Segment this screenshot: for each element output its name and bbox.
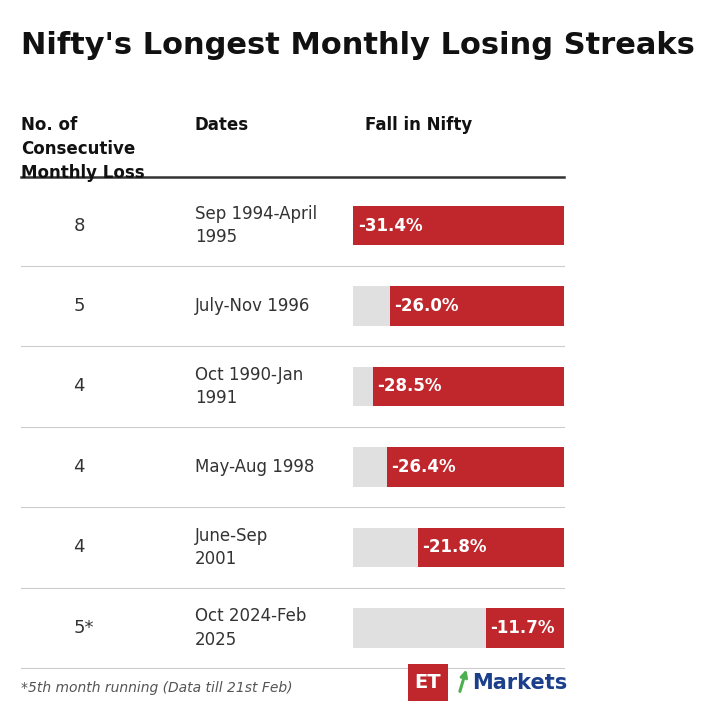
Text: Markets: Markets	[472, 672, 567, 693]
Text: 8: 8	[73, 217, 85, 235]
Text: Oct 2024-Feb
2025: Oct 2024-Feb 2025	[195, 607, 306, 648]
Bar	[408, 664, 447, 702]
Text: 5*: 5*	[73, 619, 94, 637]
Text: *5th month running (Data till 21st Feb): *5th month running (Data till 21st Feb)	[22, 681, 293, 695]
Text: Dates: Dates	[195, 116, 249, 134]
Text: June-Sep
2001: June-Sep 2001	[195, 526, 268, 569]
Bar	[418, 528, 564, 567]
Text: ET: ET	[415, 673, 441, 692]
Bar	[354, 608, 564, 648]
Text: May-Aug 1998: May-Aug 1998	[195, 458, 314, 476]
Text: Sep 1994-April
1995: Sep 1994-April 1995	[195, 205, 317, 246]
Text: -21.8%: -21.8%	[423, 539, 487, 556]
Text: -11.7%: -11.7%	[490, 619, 555, 637]
Text: No. of
Consecutive
Monthly Loss: No. of Consecutive Monthly Loss	[22, 116, 145, 182]
Bar	[387, 447, 564, 487]
Text: 4: 4	[73, 377, 85, 395]
Text: -31.4%: -31.4%	[358, 217, 423, 235]
Bar	[354, 206, 564, 245]
Text: 4: 4	[73, 458, 85, 476]
Bar	[390, 286, 564, 326]
Text: 5: 5	[73, 297, 85, 315]
Text: Fall in Nifty: Fall in Nifty	[365, 116, 472, 134]
Bar	[354, 366, 564, 406]
Bar	[485, 608, 564, 648]
Text: Oct 1990-Jan
1991: Oct 1990-Jan 1991	[195, 366, 303, 407]
Bar	[354, 447, 564, 487]
Text: July-Nov 1996: July-Nov 1996	[195, 297, 310, 315]
Text: -28.5%: -28.5%	[377, 377, 442, 395]
Text: Nifty's Longest Monthly Losing Streaks: Nifty's Longest Monthly Losing Streaks	[22, 31, 695, 60]
Text: -26.0%: -26.0%	[394, 297, 459, 315]
Bar	[373, 366, 564, 406]
Bar	[354, 206, 564, 245]
Bar	[354, 528, 564, 567]
Text: 4: 4	[73, 539, 85, 556]
Text: -26.4%: -26.4%	[392, 458, 457, 476]
Bar	[354, 286, 564, 326]
